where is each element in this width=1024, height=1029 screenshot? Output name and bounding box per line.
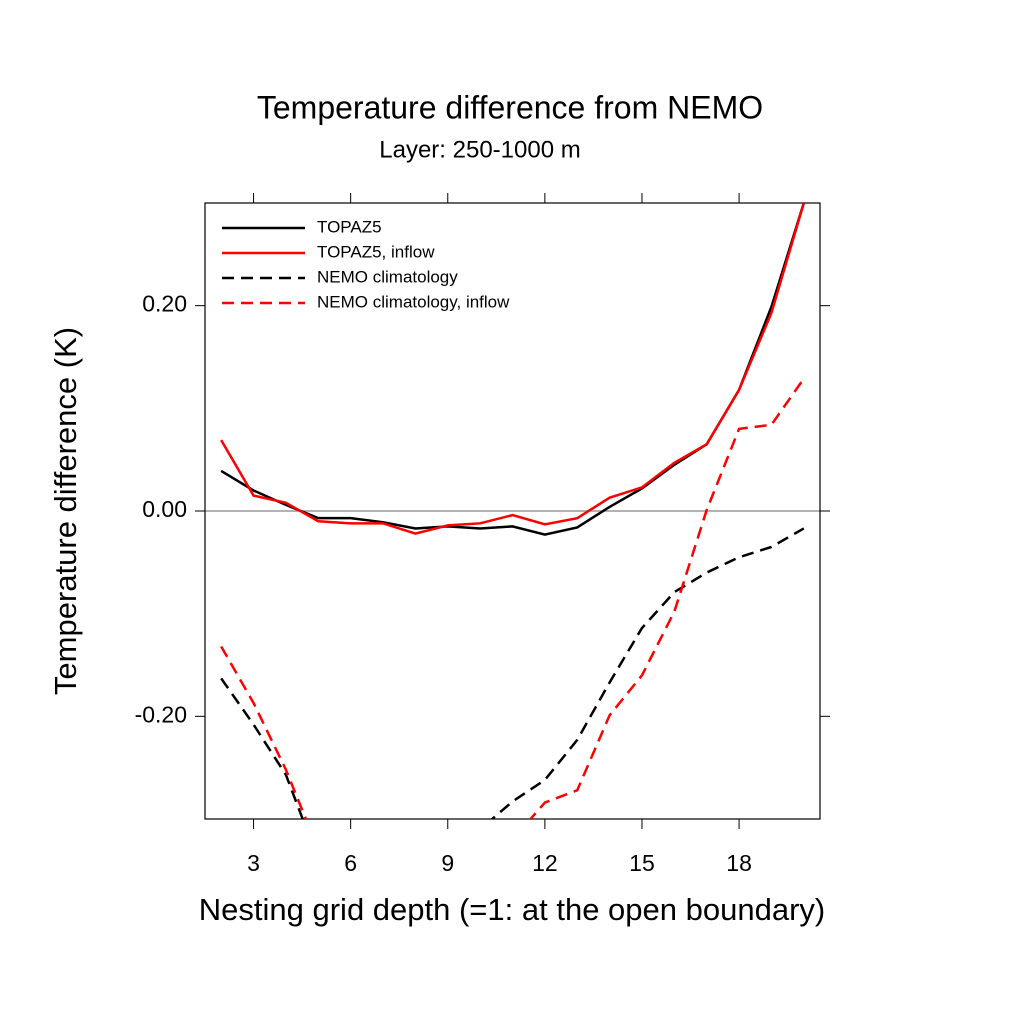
legend-label: NEMO climatology	[317, 267, 458, 286]
legend-label: TOPAZ5, inflow	[317, 242, 435, 261]
x-axis-label: Nesting grid depth (=1: at the open boun…	[199, 892, 825, 927]
plot-frame	[204, 202, 821, 820]
y-tick-label: 0.20	[142, 291, 187, 317]
y-axis-label: Temperature difference (K)	[48, 327, 83, 695]
x-tick-label: 15	[629, 850, 655, 876]
plot-area	[220, 203, 806, 819]
legend-label: NEMO climatology, inflow	[317, 292, 510, 311]
data-line	[220, 527, 805, 819]
y-tick-label: -0.20	[135, 701, 187, 727]
x-tick-label: 6	[344, 850, 357, 876]
legend-label: TOPAZ5	[317, 217, 382, 236]
chart-subtitle: Layer: 250-1000 m	[379, 136, 580, 163]
x-tick-label: 12	[532, 850, 558, 876]
data-line	[220, 377, 805, 819]
x-tick-label: 9	[441, 850, 454, 876]
chart-title: Temperature difference from NEMO	[257, 89, 763, 125]
data-line	[220, 203, 806, 536]
x-tick-label: 3	[247, 850, 260, 876]
x-tick-label: 18	[726, 850, 752, 876]
y-tick-label: 0.00	[142, 496, 187, 522]
data-line	[220, 203, 806, 535]
